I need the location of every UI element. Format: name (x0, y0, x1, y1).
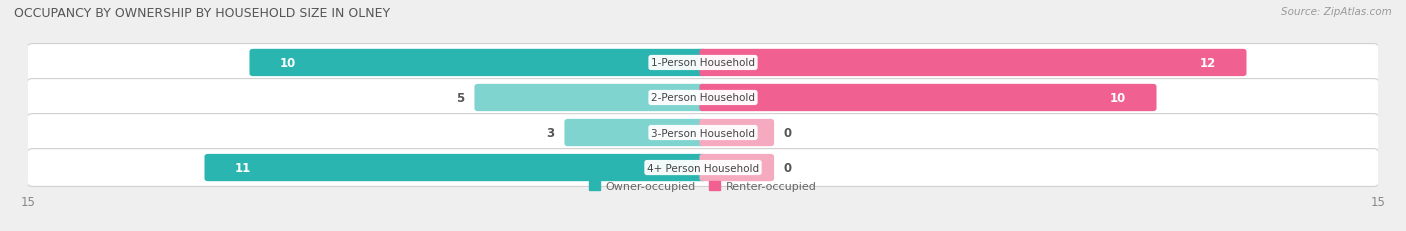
Text: 0: 0 (785, 126, 792, 139)
Text: 3-Person Household: 3-Person Household (651, 128, 755, 138)
FancyBboxPatch shape (27, 79, 1379, 117)
Text: OCCUPANCY BY OWNERSHIP BY HOUSEHOLD SIZE IN OLNEY: OCCUPANCY BY OWNERSHIP BY HOUSEHOLD SIZE… (14, 7, 391, 20)
Text: 0: 0 (785, 161, 792, 174)
Text: 4+ Person Household: 4+ Person Household (647, 163, 759, 173)
FancyBboxPatch shape (699, 119, 775, 146)
FancyBboxPatch shape (27, 114, 1379, 152)
FancyBboxPatch shape (699, 85, 1157, 112)
Text: 3: 3 (547, 126, 554, 139)
Text: 10: 10 (1109, 92, 1126, 105)
Text: 2-Person Household: 2-Person Household (651, 93, 755, 103)
Text: 10: 10 (280, 57, 297, 70)
Text: Source: ZipAtlas.com: Source: ZipAtlas.com (1281, 7, 1392, 17)
Legend: Owner-occupied, Renter-occupied: Owner-occupied, Renter-occupied (585, 176, 821, 196)
FancyBboxPatch shape (27, 44, 1379, 82)
Text: 11: 11 (235, 161, 252, 174)
FancyBboxPatch shape (699, 154, 775, 181)
FancyBboxPatch shape (249, 50, 707, 77)
FancyBboxPatch shape (564, 119, 707, 146)
FancyBboxPatch shape (204, 154, 707, 181)
FancyBboxPatch shape (27, 149, 1379, 187)
Text: 5: 5 (457, 92, 464, 105)
FancyBboxPatch shape (699, 50, 1247, 77)
Text: 12: 12 (1199, 57, 1216, 70)
Text: 1-Person Household: 1-Person Household (651, 58, 755, 68)
FancyBboxPatch shape (474, 85, 707, 112)
